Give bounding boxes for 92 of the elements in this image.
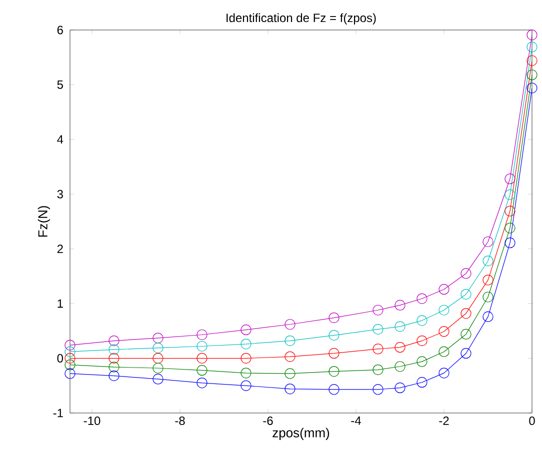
point (196, 365, 208, 376)
point (372, 344, 384, 354)
point (438, 368, 450, 378)
point (394, 321, 406, 332)
x-tick-label: -2 (439, 416, 449, 425)
point (394, 382, 406, 394)
point (438, 284, 450, 295)
point (482, 311, 494, 322)
point (372, 384, 384, 395)
point (284, 319, 296, 330)
point (328, 330, 340, 341)
y-axis-title: Fz(N) (38, 206, 50, 237)
point (394, 361, 406, 372)
point (460, 288, 472, 300)
point (504, 189, 516, 200)
point (328, 366, 340, 377)
y-tick-label: 4 (57, 135, 64, 144)
point (394, 342, 406, 353)
x-tick-label: -8 (175, 416, 185, 426)
point (284, 335, 296, 346)
y-tick-label: 5 (57, 80, 63, 89)
point (328, 312, 340, 324)
point (64, 346, 76, 358)
point (152, 374, 164, 384)
point (284, 351, 296, 362)
point (460, 348, 472, 359)
point (416, 335, 428, 346)
point (504, 238, 516, 248)
x-tick-label: -10 (84, 416, 100, 426)
point (328, 348, 340, 359)
point (526, 30, 538, 40)
x-tick-label: -6 (263, 416, 273, 426)
point (284, 368, 296, 379)
point (196, 329, 208, 340)
point (526, 82, 538, 94)
point (504, 222, 516, 234)
point (64, 360, 76, 370)
point (526, 42, 538, 52)
point (152, 332, 164, 344)
point (526, 55, 538, 66)
point (482, 256, 494, 266)
point (438, 326, 450, 337)
point (328, 384, 340, 395)
point (438, 346, 450, 358)
point (372, 304, 384, 316)
point (240, 380, 252, 391)
point (438, 304, 450, 316)
point (152, 352, 164, 364)
point (240, 338, 252, 350)
point (482, 274, 494, 286)
point (108, 352, 120, 364)
point (416, 293, 428, 304)
point (240, 352, 252, 364)
point (372, 364, 384, 376)
x-tick-label: 0 (529, 416, 535, 426)
point (504, 206, 516, 216)
chart-title: Identification de Fz = f(zpos) (226, 13, 376, 24)
point (196, 352, 208, 364)
point (64, 352, 76, 364)
point (196, 340, 208, 352)
point (240, 368, 252, 378)
y-tick-label: 0 (57, 354, 64, 363)
point (460, 308, 472, 319)
point (108, 344, 120, 355)
point (526, 70, 538, 80)
point (152, 342, 164, 354)
point (394, 300, 406, 311)
y-tick-label: 6 (57, 26, 63, 34)
point (504, 174, 516, 184)
y-tick-label: 1 (58, 299, 63, 308)
point (108, 335, 120, 346)
y-tick-label: 3 (57, 190, 63, 198)
point (460, 328, 472, 340)
point (482, 236, 494, 248)
point (64, 368, 76, 379)
x-tick-label: -4 (351, 416, 361, 425)
point (482, 292, 494, 302)
y-tick-label: -1 (53, 408, 63, 418)
point (240, 324, 252, 336)
point (64, 340, 76, 350)
point (284, 384, 296, 394)
point (108, 362, 120, 372)
point (416, 377, 428, 388)
point (372, 324, 384, 335)
point (108, 370, 120, 382)
point (196, 378, 208, 388)
point (460, 268, 472, 279)
y-tick-label: 2 (57, 244, 63, 254)
x-axis-title: zpos(mm) (272, 428, 330, 440)
point (152, 362, 164, 374)
point (416, 356, 428, 367)
point (416, 315, 428, 326)
